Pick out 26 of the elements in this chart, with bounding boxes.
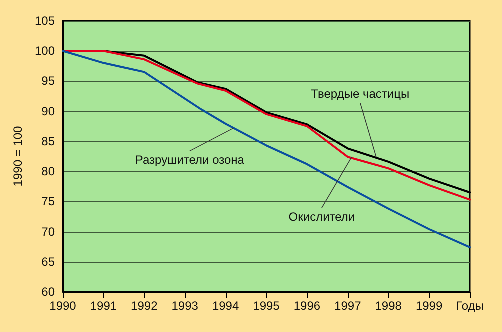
y-tick-label: 70 xyxy=(42,224,56,239)
line-series xyxy=(62,50,471,248)
y-tick-label: 75 xyxy=(42,194,56,209)
x-tick-label: 1996 xyxy=(294,299,321,313)
x-tick-label: 1998 xyxy=(375,299,402,313)
annotation: Твердые частицы xyxy=(311,87,410,102)
x-tick-label: 1995 xyxy=(253,299,280,313)
x-tick-label: 1991 xyxy=(90,299,118,313)
x-tick-label: 1999 xyxy=(416,299,443,313)
y-axis-title: 1990 = 100 xyxy=(11,126,26,187)
x-tick-label: 1994 xyxy=(212,299,240,313)
y-tick-label: 85 xyxy=(42,134,56,148)
annotation: Окислители xyxy=(288,210,356,224)
y-tick-label: 80 xyxy=(42,164,56,179)
x-tick-label: Годы xyxy=(456,299,484,313)
y-tick-label: 60 xyxy=(42,285,56,299)
y-tick-label: 95 xyxy=(42,74,56,88)
y-tick-label: 100 xyxy=(34,44,56,58)
x-tick-label: 1990 xyxy=(50,299,77,313)
x-tick-label: 1993 xyxy=(172,299,199,313)
x-tick-label: 1997 xyxy=(334,299,362,313)
y-tick-label: 105 xyxy=(34,14,56,28)
annotation: Разрушители озона xyxy=(135,153,245,168)
y-tick-label: 90 xyxy=(42,104,56,118)
y-tick-label: 65 xyxy=(42,254,56,269)
x-tick-label: 1992 xyxy=(131,299,158,313)
